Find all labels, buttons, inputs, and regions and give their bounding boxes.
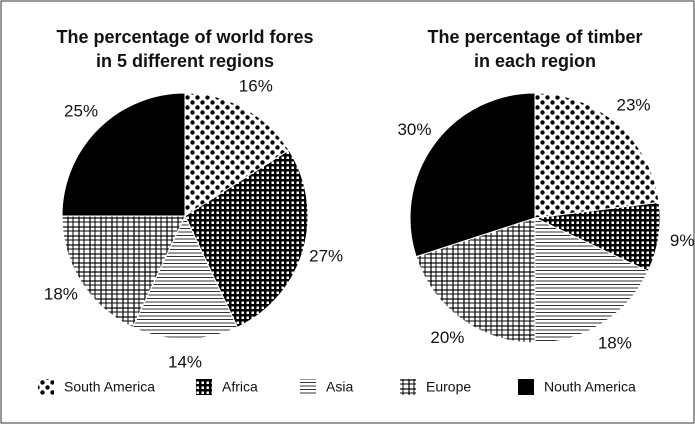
- data-label: 18%: [44, 284, 78, 303]
- pie-slice: [415, 217, 536, 344]
- data-label: 9%: [670, 231, 695, 250]
- chart-title: The percentage of world fores: [56, 27, 313, 47]
- pie-slice: [534, 217, 649, 344]
- data-label: 27%: [309, 246, 343, 265]
- legend-swatch: [300, 379, 316, 395]
- pie-slice: [61, 92, 186, 217]
- legend-swatch: [38, 379, 54, 395]
- chart-title: in 5 different regions: [96, 51, 274, 71]
- data-label: 16%: [239, 77, 273, 96]
- pie-slice: [534, 92, 660, 219]
- data-label: 20%: [430, 328, 464, 347]
- legend-swatch: [518, 379, 534, 395]
- legend-label: Europe: [426, 379, 471, 395]
- legend-swatch: [196, 379, 212, 395]
- pie-slice: [184, 92, 290, 217]
- data-label: 18%: [598, 333, 632, 352]
- chart-title: in each region: [474, 51, 596, 71]
- legend-swatch: [400, 379, 416, 395]
- data-label: 30%: [397, 120, 431, 139]
- legend-label: Africa: [222, 379, 258, 395]
- pie-slice: [409, 92, 536, 258]
- pie-slice: [131, 214, 239, 340]
- data-label: 25%: [64, 102, 98, 121]
- data-label: 23%: [617, 96, 651, 115]
- data-label: 14%: [168, 352, 202, 371]
- legend-label: Nouth America: [544, 379, 636, 395]
- legend-label: Asia: [326, 379, 353, 395]
- pie-slice: [184, 149, 309, 328]
- legend-label: South America: [64, 379, 155, 395]
- chart-title: The percentage of timber: [427, 27, 642, 47]
- pie-slice: [61, 215, 186, 328]
